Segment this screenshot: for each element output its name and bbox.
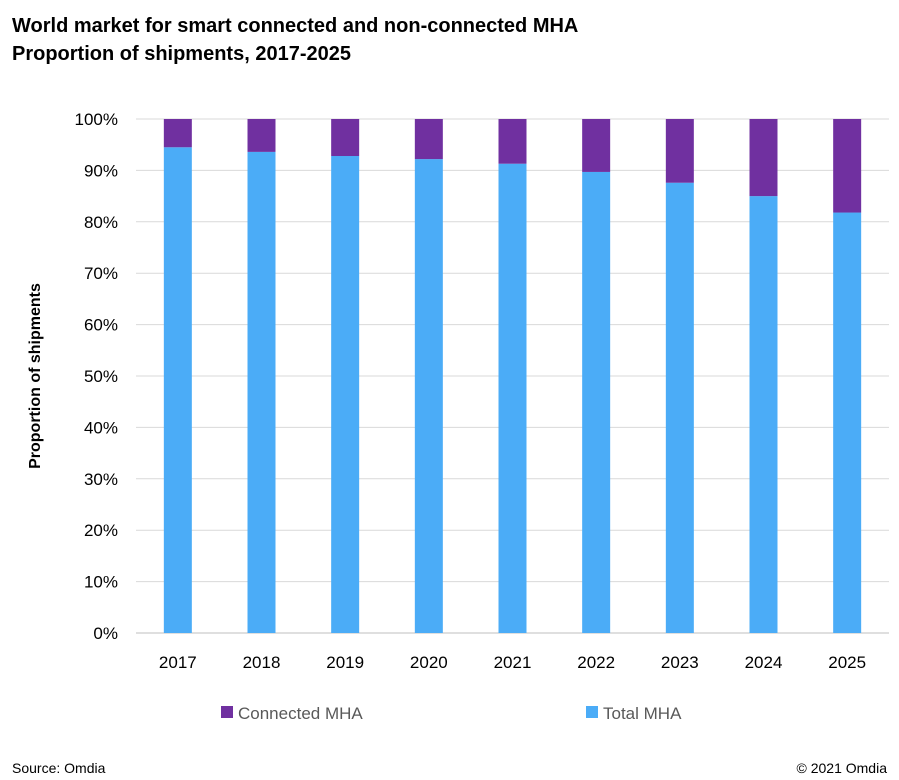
legend-label: Connected MHA: [238, 704, 363, 723]
bar-total-mha-2017: [163, 147, 192, 633]
bar-connected-mha-2018: [247, 119, 276, 152]
y-tick-label: 20%: [84, 521, 118, 540]
bar-connected-mha-2024: [749, 119, 778, 197]
bar-total-mha-2023: [665, 182, 694, 633]
y-tick-label: 70%: [84, 264, 118, 283]
x-tick-label: 2023: [661, 653, 699, 672]
bar-total-mha-2019: [331, 156, 360, 633]
y-tick-label: 100%: [75, 110, 118, 129]
x-tick-label: 2019: [326, 653, 364, 672]
bar-total-mha-2024: [749, 196, 778, 633]
bar-total-mha-2025: [833, 212, 862, 633]
y-tick-label: 30%: [84, 470, 118, 489]
x-tick-label: 2018: [243, 653, 281, 672]
legend-swatch: [586, 706, 598, 718]
y-tick-label: 90%: [84, 161, 118, 180]
bar-connected-mha-2022: [582, 119, 611, 172]
y-tick-label: 80%: [84, 213, 118, 232]
y-tick-label: 40%: [84, 418, 118, 437]
source-note: Source: Omdia: [12, 760, 106, 776]
x-tick-label: 2025: [828, 653, 866, 672]
bar-total-mha-2022: [582, 171, 611, 633]
bar-connected-mha-2019: [331, 119, 360, 157]
y-tick-label: 0%: [93, 624, 118, 643]
y-axis-label: Proportion of shipments: [27, 283, 44, 469]
y-tick-label: 50%: [84, 367, 118, 386]
bar-connected-mha-2021: [498, 119, 527, 164]
x-tick-label: 2022: [577, 653, 615, 672]
stacked-bar-chart: 0%10%20%30%40%50%60%70%80%90%100% 2017 20…: [27, 110, 889, 723]
legend-label: Total MHA: [603, 704, 682, 723]
copyright-note: © 2021 Omdia: [796, 760, 887, 776]
bar-connected-mha-2017: [163, 119, 192, 148]
bar-connected-mha-2023: [665, 119, 694, 183]
x-tick-label: 2020: [410, 653, 448, 672]
y-tick-label: 10%: [84, 573, 118, 592]
chart-title-line-2: Proportion of shipments, 2017-2025: [12, 43, 351, 65]
legend: Connected MHA Total MHA: [221, 704, 682, 723]
chart-title: World market for smart connected and non…: [12, 12, 578, 68]
bars: [163, 119, 862, 634]
legend-swatch: [221, 706, 233, 718]
bar-total-mha-2018: [247, 151, 276, 633]
x-tick-label: 2021: [494, 653, 532, 672]
x-tick-label: 2017: [159, 653, 197, 672]
bar-connected-mha-2025: [833, 119, 862, 213]
x-tick-label: 2024: [745, 653, 783, 672]
chart-title-line-1: World market for smart connected and non…: [12, 15, 579, 37]
bar-total-mha-2021: [498, 163, 527, 633]
y-axis: 0% 10% 20% 30% 40% 50% 60% 70% 80% 90% 100%: [75, 110, 118, 643]
y-tick-label: 60%: [84, 316, 118, 335]
bar-total-mha-2020: [414, 159, 443, 634]
bar-connected-mha-2020: [414, 119, 443, 160]
x-axis: 2017 2018 2019 2020 2021 2022 2023 2024 2025: [159, 653, 866, 672]
